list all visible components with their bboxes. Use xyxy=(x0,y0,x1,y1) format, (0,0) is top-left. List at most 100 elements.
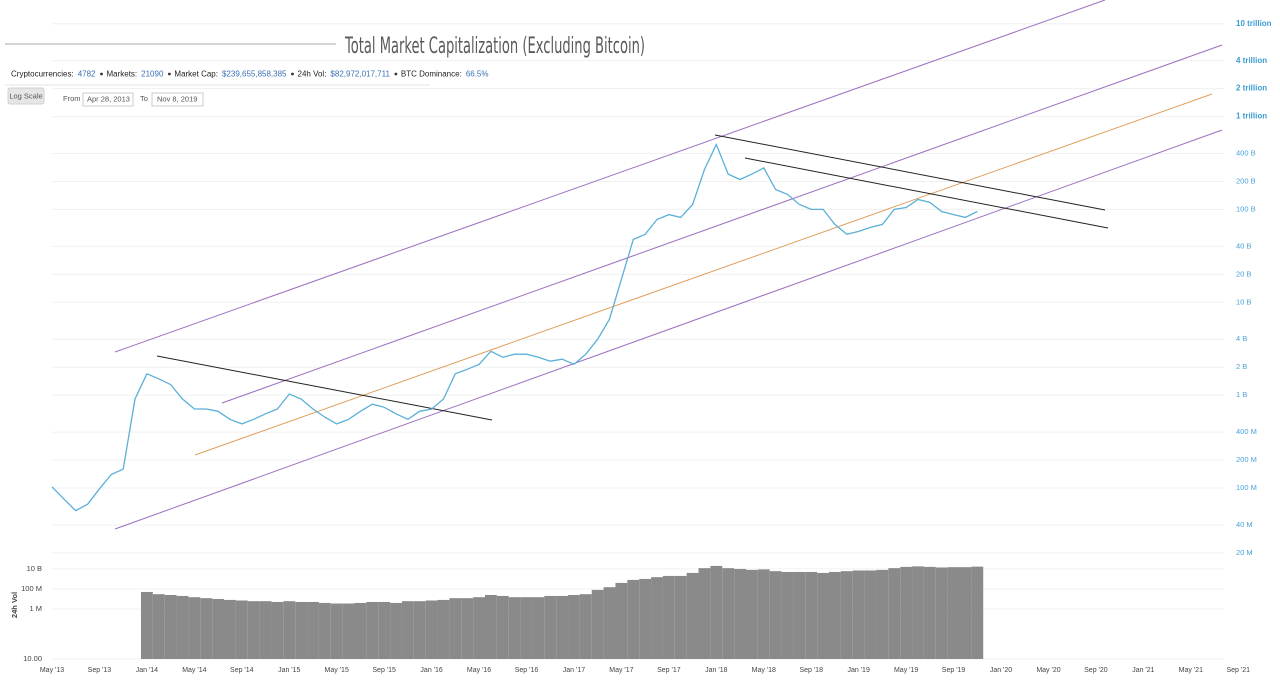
volume-bar xyxy=(247,601,260,659)
y-tick-label: 1 B xyxy=(1236,390,1247,399)
x-tick-label: Sep '16 xyxy=(515,667,539,674)
volume-bar xyxy=(152,594,165,659)
marks xyxy=(51,142,984,659)
volume-bar xyxy=(793,571,806,659)
volume-bar xyxy=(342,603,355,659)
y-tick-label: 100 M xyxy=(1236,483,1257,492)
volume-bar xyxy=(556,595,569,659)
volume-bar xyxy=(544,595,557,659)
volume-bar xyxy=(176,595,189,659)
x-tick-label: Sep '13 xyxy=(88,667,112,674)
volume-bar xyxy=(698,568,711,659)
x-tick-label: Jan '17 xyxy=(563,667,585,674)
y-tick-label: 40 B xyxy=(1236,241,1251,250)
y-tick-label: 4 trillion xyxy=(1236,56,1267,65)
volume-bar xyxy=(947,567,960,659)
volume-bar xyxy=(734,568,746,659)
y-tick-label: 2 B xyxy=(1236,362,1247,371)
y-tick-label: 4 B xyxy=(1236,334,1247,343)
input-box xyxy=(82,92,134,107)
volume-bar xyxy=(188,597,201,659)
channel-line xyxy=(114,0,1106,353)
stat-label: Cryptocurrencies: xyxy=(11,70,74,79)
chart-title: Total Market Capitalization (Excluding B… xyxy=(344,34,645,59)
volume-bar xyxy=(959,567,972,659)
y-tick-label: 100 B xyxy=(1236,204,1256,213)
volume-bar xyxy=(271,601,284,659)
y-tick-label: 1 trillion xyxy=(1236,112,1267,121)
x-tick-label: Sep '14 xyxy=(230,667,254,674)
stat-label: BTC Dominance: xyxy=(401,70,462,79)
volume-bar xyxy=(651,577,663,659)
volume-bar xyxy=(532,597,545,659)
x-tick-label: Jan '18 xyxy=(705,667,727,674)
volume-bar xyxy=(437,599,450,659)
x-tick-label: May '13 xyxy=(40,667,64,674)
market-cap-line xyxy=(51,142,978,512)
y-tick-label: 200 B xyxy=(1236,176,1256,185)
x-tick-label: Sep '18 xyxy=(799,667,823,674)
volume-bar xyxy=(627,579,640,659)
y-tick-label: 400 M xyxy=(1236,427,1257,436)
x-tick-label: May '19 xyxy=(894,667,918,674)
button-bg xyxy=(7,87,45,105)
volume-bar xyxy=(390,602,402,659)
input-box xyxy=(151,92,204,107)
volume-bar xyxy=(805,571,818,659)
volume-bar xyxy=(840,571,853,659)
stat-value: 4782 xyxy=(78,70,96,79)
volume-bar xyxy=(900,566,913,659)
y-tick-label: 2 trillion xyxy=(1236,84,1267,93)
from-label: From xyxy=(63,94,81,103)
volume-bar xyxy=(912,566,924,659)
x-tick-label: May '14 xyxy=(182,667,206,674)
log-scale-button[interactable]: Log Scale xyxy=(7,87,45,105)
resistance-line xyxy=(156,355,493,421)
y-tick-label: 1 M xyxy=(29,604,42,613)
volume-bar xyxy=(876,569,889,659)
x-tick-label: May '16 xyxy=(467,667,491,674)
volume-bar xyxy=(212,598,225,659)
volume-bar xyxy=(378,601,391,659)
stat-value: 66.5% xyxy=(466,70,489,79)
stat-value: $82,972,017,711 xyxy=(330,70,390,79)
volume-bar xyxy=(971,566,984,659)
x-tick-label: Sep '20 xyxy=(1084,667,1108,674)
volume-bar xyxy=(401,601,414,659)
volume-bar xyxy=(283,601,296,659)
x-tick-label: Jan '19 xyxy=(847,667,869,674)
to-label: To xyxy=(140,94,148,103)
volume-bar xyxy=(817,572,830,659)
volume-bar xyxy=(200,598,213,659)
volume-bar xyxy=(769,571,782,659)
stat-label: Markets: xyxy=(106,70,137,79)
y-tick-label: 200 M xyxy=(1236,455,1257,464)
volume-bar xyxy=(757,569,770,659)
x-tick-label: May '18 xyxy=(752,667,776,674)
volume-bar xyxy=(235,600,248,659)
volume-bar xyxy=(318,602,331,659)
volume-bar xyxy=(164,594,177,659)
y-tick-label: 100 M xyxy=(21,584,42,593)
stat-label: Market Cap: xyxy=(174,70,218,79)
stat-label: 24h Vol: xyxy=(298,70,327,79)
volume-bar xyxy=(496,595,509,659)
volume-bar xyxy=(923,566,936,659)
stats-bar: Cryptocurrencies: 4782 Markets: 21090 Market… xyxy=(11,70,489,79)
to-input[interactable]: Nov 8, 2019 xyxy=(151,92,204,107)
y-tick-label: 10 trillion xyxy=(1236,19,1272,28)
x-tick-label: May '20 xyxy=(1036,667,1060,674)
volume-bar xyxy=(591,589,604,659)
y-tick-label: 20 M xyxy=(1236,548,1253,557)
volume-bar xyxy=(615,582,628,659)
from-input[interactable]: Apr 28, 2013 xyxy=(82,92,134,107)
separator xyxy=(394,72,398,76)
y-tick-label: 10 B xyxy=(27,564,42,573)
x-tick-label: Jan '21 xyxy=(1132,667,1154,674)
volume-bar xyxy=(140,591,153,659)
channel-mid-line xyxy=(194,93,1213,456)
volume-bar xyxy=(259,601,272,659)
button-label: Log Scale xyxy=(9,91,42,100)
volume-bar xyxy=(354,602,367,659)
y-tick-label: 40 M xyxy=(1236,520,1253,529)
